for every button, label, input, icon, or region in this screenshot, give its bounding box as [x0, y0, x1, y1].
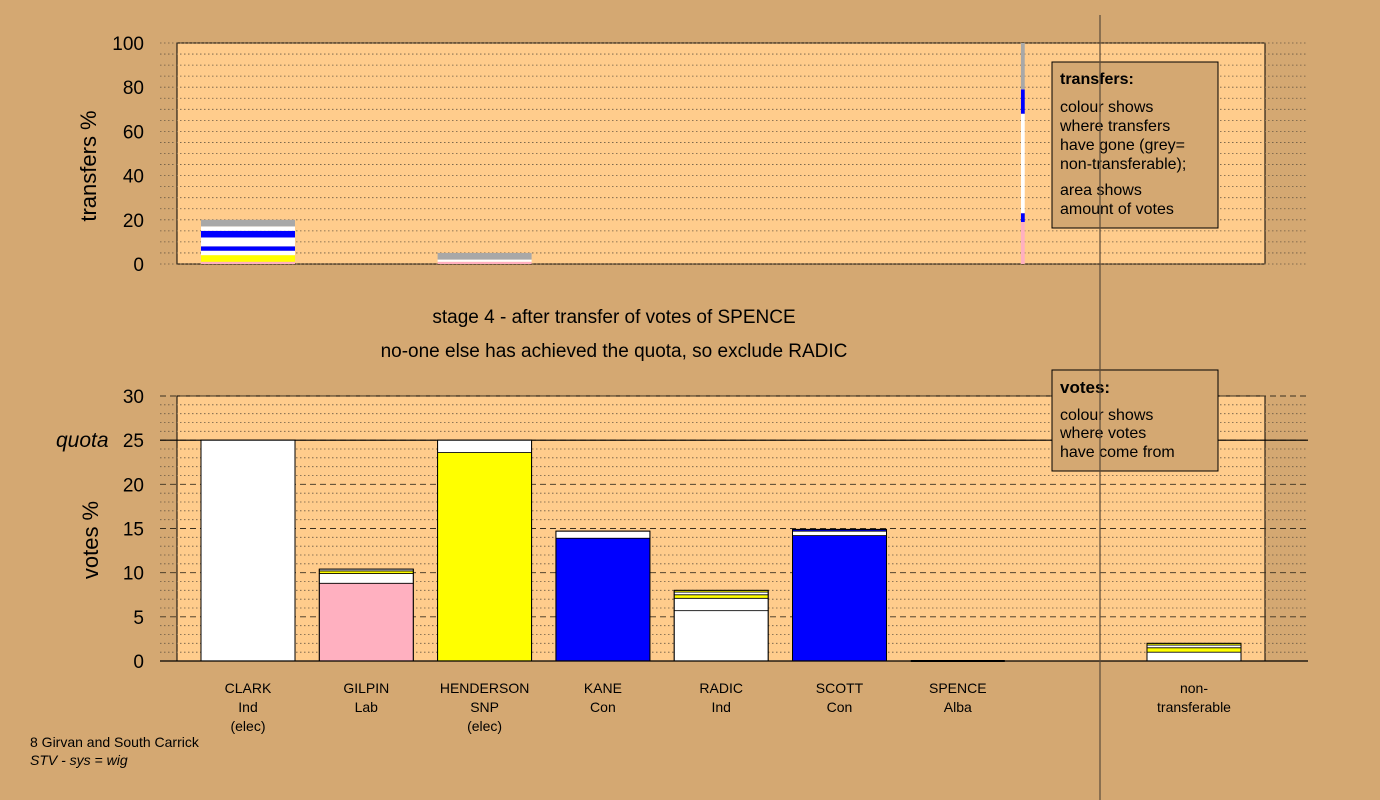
transfer-segment [201, 255, 295, 262]
transfers-legend-title: transfers: [1060, 71, 1134, 88]
candidate-label: Ind [238, 699, 257, 715]
y-tick-label: 5 [133, 608, 144, 629]
transfer-segment [1020, 113, 1025, 214]
y-tick-label: 20 [123, 475, 144, 496]
candidate-label: Ind [711, 699, 730, 715]
transfers-legend-line: non-transferable); [1060, 156, 1186, 173]
y-tick-label: 20 [123, 211, 144, 232]
y-tick-label: 0 [133, 652, 144, 673]
votes-legend-line: where votes [1059, 425, 1146, 442]
transfers-legend: transfers: colour shows where transfers … [1051, 61, 1219, 229]
vote-segment [673, 610, 769, 662]
candidate-label: HENDERSON [440, 680, 529, 696]
y-tick-label: 40 [123, 167, 144, 188]
candidate-label: SCOTT [816, 680, 864, 696]
vote-segment [1146, 651, 1242, 662]
votes-y-ticks: 0 5 10 15 20 25 30 [123, 387, 144, 673]
candidate-label: RADIC [699, 680, 743, 696]
footer: 8 Girvan and South Carrick STV - sys = w… [30, 733, 199, 769]
votes-legend: votes: colour shows where votes have com… [1051, 369, 1219, 472]
candidate-label: GILPIN [343, 680, 389, 696]
vote-segment [555, 537, 651, 662]
votes-legend-line: colour shows [1060, 407, 1153, 424]
votes-legend-title: votes: [1060, 378, 1110, 397]
candidate-label: CLARK [225, 680, 272, 696]
transfers-legend-line: where transfers [1059, 118, 1170, 135]
candidate-label: (elec) [467, 718, 502, 734]
candidate-label: (elec) [230, 718, 265, 734]
y-tick-label: 60 [123, 122, 144, 143]
y-tick-label: 30 [123, 387, 144, 408]
transfer-segment [437, 261, 532, 264]
vote-segment [200, 439, 296, 662]
ward-name: 8 Girvan and South Carrick [30, 734, 199, 750]
votes-y-axis-label: votes % [78, 501, 103, 579]
transfers-legend-line: area shows [1060, 182, 1142, 199]
candidate-labels: CLARK Ind (elec) GILPIN Lab HENDERSON SNP (elec… [225, 680, 1232, 734]
vote-segment [792, 535, 887, 662]
vote-segment [792, 530, 887, 536]
candidate-label: SNP [470, 699, 499, 715]
vote-segment [1146, 647, 1242, 653]
stage-title: stage 4 - after transfer of votes of SPE… [432, 307, 795, 328]
transfers-y-ticks: 0 20 40 60 80 100 [112, 34, 144, 276]
system-label: STV - sys = wig [30, 752, 128, 768]
transfer-segment [1020, 222, 1025, 264]
transfers-legend-line: amount of votes [1060, 201, 1174, 218]
transfer-segment [1020, 89, 1025, 114]
vote-segment [318, 582, 414, 662]
transfers-legend-line: colour shows [1060, 99, 1153, 116]
nontransferable-label: transferable [1157, 699, 1231, 715]
stage-subtitle: no-one else has achieved the quota, so e… [381, 341, 848, 362]
transfers-bars [201, 43, 1025, 264]
votes-legend-box [1051, 369, 1219, 472]
transfer-segment [1020, 213, 1025, 223]
transfer-segment [437, 252, 532, 260]
candidate-label: KANE [584, 680, 622, 696]
transfers-y-axis-label: transfers % [76, 110, 101, 221]
transfer-segment [201, 219, 295, 227]
vote-segment [555, 530, 651, 539]
candidate-label: SPENCE [929, 680, 987, 696]
y-tick-label: 80 [123, 78, 144, 99]
y-tick-label: 100 [112, 34, 144, 55]
nontransferable-label: non- [1180, 680, 1208, 696]
candidate-label: Lab [355, 699, 379, 715]
transfer-segment [201, 261, 295, 264]
votes-legend-line: have come from [1060, 444, 1175, 461]
transfer-segment [1020, 43, 1025, 90]
transfers-chart: 0 20 40 60 80 100 transfers % transfers: colo… [76, 34, 1308, 276]
votes-bars [200, 439, 1242, 662]
vote-segment [437, 439, 533, 453]
quota-label: quota [56, 429, 109, 452]
transfer-segment [201, 246, 295, 251]
transfer-segment [201, 226, 295, 231]
vote-segment [437, 452, 533, 662]
transfer-segment [201, 250, 295, 256]
votes-chart: 0 5 10 15 20 25 30 quota votes % CLARK Ind (elec… [56, 369, 1308, 734]
vote-segment [673, 594, 769, 599]
y-tick-label: 10 [123, 564, 144, 585]
vote-segment [318, 573, 414, 584]
candidate-label: Alba [944, 699, 972, 715]
transfers-legend-box [1051, 61, 1219, 229]
candidate-label: Con [590, 699, 616, 715]
transfer-segment [201, 237, 295, 247]
vote-segment [673, 597, 769, 612]
transfers-legend-line: have gone (grey= [1060, 137, 1185, 154]
y-tick-label: 0 [133, 255, 144, 276]
transfer-segment [201, 230, 295, 238]
transfer-segment [437, 259, 532, 262]
candidate-label: Con [827, 699, 853, 715]
y-tick-label: 25 [123, 431, 144, 452]
y-tick-label: 15 [123, 520, 144, 541]
